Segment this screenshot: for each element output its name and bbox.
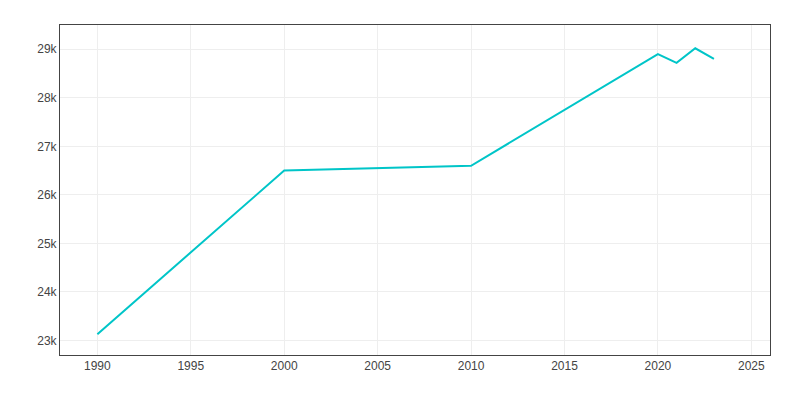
svg-text:1990: 1990	[84, 359, 111, 373]
svg-text:2020: 2020	[645, 359, 672, 373]
svg-text:27k: 27k	[37, 140, 57, 154]
svg-text:29k: 29k	[37, 42, 57, 56]
svg-text:1995: 1995	[177, 359, 204, 373]
svg-text:25k: 25k	[37, 237, 57, 251]
svg-text:26k: 26k	[37, 188, 57, 202]
svg-text:2015: 2015	[551, 359, 578, 373]
svg-text:28k: 28k	[37, 91, 57, 105]
svg-text:23k: 23k	[37, 334, 57, 348]
svg-text:2025: 2025	[738, 359, 765, 373]
svg-text:2010: 2010	[458, 359, 485, 373]
svg-text:24k: 24k	[37, 285, 57, 299]
svg-text:2000: 2000	[271, 359, 298, 373]
svg-text:2005: 2005	[364, 359, 391, 373]
